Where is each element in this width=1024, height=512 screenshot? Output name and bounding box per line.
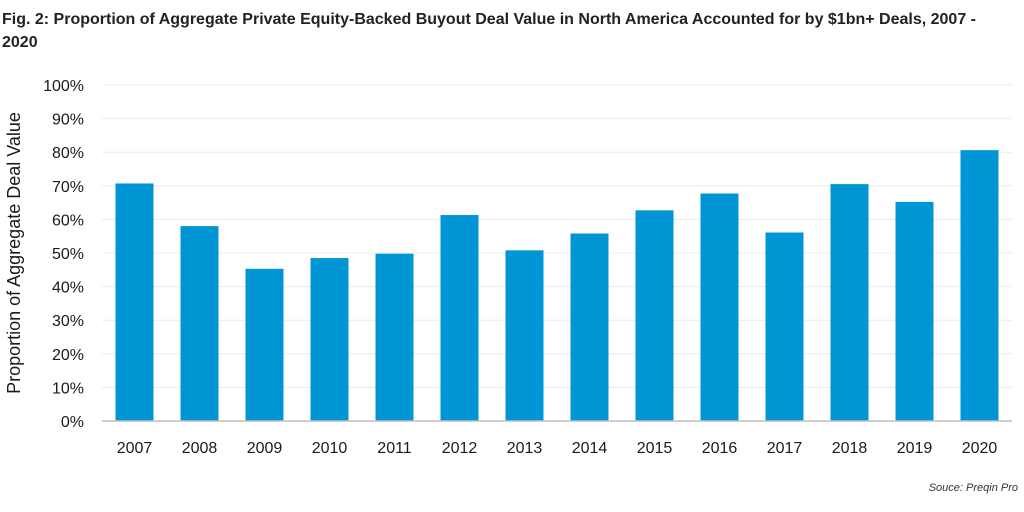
bar bbox=[180, 226, 219, 421]
y-axis-label: Proportion of Aggregate Deal Value bbox=[4, 112, 24, 394]
x-tick-label: 2016 bbox=[702, 440, 738, 457]
x-tick-label: 2010 bbox=[312, 440, 348, 457]
x-tick-label: 2011 bbox=[377, 440, 412, 457]
gridlines bbox=[102, 84, 1012, 388]
y-tick-label: 50% bbox=[52, 246, 84, 263]
y-tick-label: 100% bbox=[43, 78, 84, 95]
bar bbox=[505, 250, 544, 421]
x-tick-label: 2020 bbox=[962, 440, 998, 457]
bar-series bbox=[115, 150, 999, 421]
chart-title: Fig. 2: Proportion of Aggregate Private … bbox=[2, 11, 976, 51]
x-tick-label: 2018 bbox=[832, 440, 868, 457]
x-tick-label: 2012 bbox=[442, 440, 478, 457]
bar bbox=[960, 150, 999, 421]
bar bbox=[895, 201, 934, 421]
x-tick-label: 2014 bbox=[572, 440, 608, 457]
bar bbox=[245, 268, 284, 421]
y-tick-label: 0% bbox=[61, 414, 84, 431]
x-tick-label: 2008 bbox=[182, 440, 218, 457]
bar bbox=[765, 232, 804, 421]
source-note: Souce: Preqin Pro bbox=[928, 482, 1018, 494]
y-tick-label: 30% bbox=[52, 313, 84, 330]
bar bbox=[310, 258, 349, 421]
y-tick-label: 20% bbox=[52, 347, 84, 364]
bar bbox=[440, 215, 479, 421]
bar bbox=[570, 233, 609, 421]
y-tick-label: 60% bbox=[52, 212, 84, 229]
y-tick-label: 80% bbox=[52, 145, 84, 162]
x-tick-label: 2017 bbox=[767, 440, 803, 457]
bar bbox=[830, 184, 869, 421]
x-tick-label: 2019 bbox=[897, 440, 933, 457]
bar bbox=[635, 210, 674, 421]
bar bbox=[115, 183, 154, 421]
y-tick-label: 10% bbox=[52, 380, 84, 397]
y-tick-label: 40% bbox=[52, 280, 84, 297]
bar bbox=[375, 253, 414, 421]
x-tick-label: 2007 bbox=[117, 440, 153, 457]
x-tick-label: 2013 bbox=[507, 440, 543, 457]
bar bbox=[700, 193, 739, 421]
y-tick-label: 90% bbox=[52, 112, 84, 129]
x-axis-ticks: 2007 2008 2009 2010 2011 2012 2013 2014 2015 2016… bbox=[117, 440, 998, 457]
x-tick-label: 2015 bbox=[637, 440, 673, 457]
x-tick-label: 2009 bbox=[247, 440, 283, 457]
y-axis-ticks: 0% 10% 20% 30% 40% 50% 60% 70% 80% 90% 100% bbox=[43, 78, 84, 431]
y-tick-label: 70% bbox=[52, 179, 84, 196]
